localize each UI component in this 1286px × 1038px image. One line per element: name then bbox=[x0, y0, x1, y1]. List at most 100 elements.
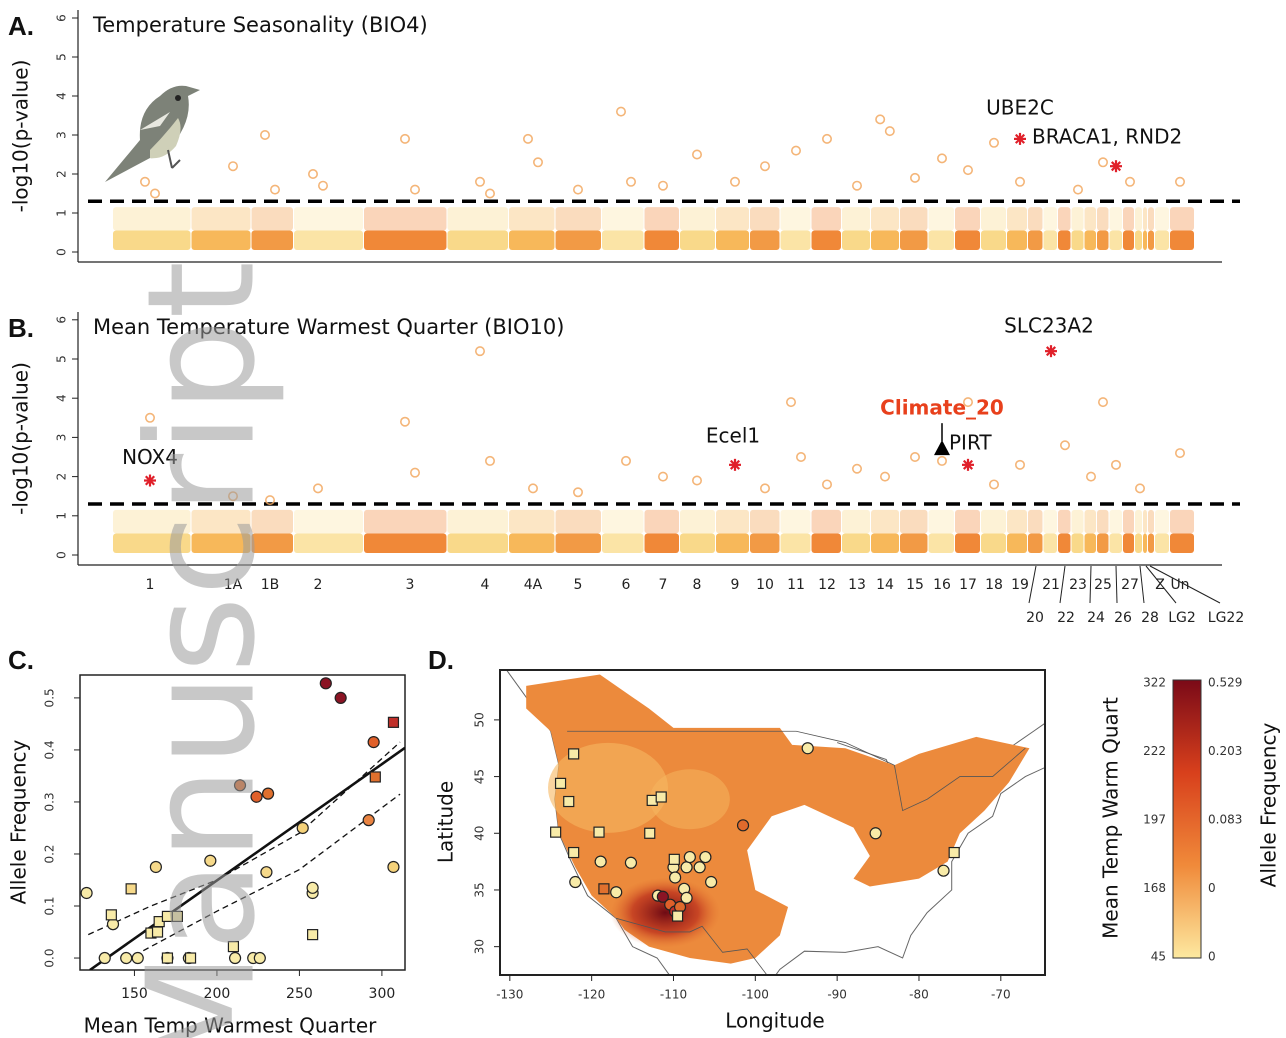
data-point bbox=[306, 881, 319, 894]
data-point bbox=[253, 951, 266, 965]
data-point bbox=[184, 952, 197, 964]
data-point bbox=[369, 771, 381, 783]
snp-point bbox=[1175, 448, 1186, 459]
y-axis-label: Allele Frequency bbox=[7, 740, 31, 905]
bird bbox=[105, 85, 200, 182]
x-tick-label: -90 bbox=[827, 988, 847, 1002]
point-cloud bbox=[955, 533, 980, 554]
point-cloud bbox=[294, 509, 363, 534]
point-cloud bbox=[644, 509, 679, 534]
snp-point bbox=[962, 397, 973, 408]
point-cloud bbox=[1058, 230, 1071, 251]
y-axis-label: Latitude bbox=[434, 781, 458, 863]
point-cloud bbox=[251, 230, 293, 251]
y-tick-label: 1 bbox=[55, 512, 69, 520]
y-tick-label: 5 bbox=[55, 53, 69, 61]
x-tick-label: 14 bbox=[876, 577, 894, 593]
point-cloud bbox=[716, 230, 749, 251]
snp-point bbox=[875, 114, 886, 125]
data-point bbox=[362, 814, 375, 827]
point-cloud bbox=[1097, 230, 1109, 251]
snp-point bbox=[409, 467, 420, 478]
point-cloud bbox=[680, 533, 715, 554]
hit-label: Ecel1 bbox=[706, 423, 760, 447]
y-tick-label: 4 bbox=[55, 92, 69, 100]
x-tick-label: 25 bbox=[1094, 577, 1112, 593]
star-ray bbox=[1045, 346, 1057, 357]
snp-point bbox=[884, 126, 895, 137]
snp-point bbox=[532, 157, 543, 168]
point-cloud bbox=[750, 533, 780, 554]
y-tick-label: 0 bbox=[55, 248, 69, 256]
point-cloud bbox=[644, 230, 679, 251]
point-cloud bbox=[1148, 230, 1154, 251]
point-cloud bbox=[364, 230, 447, 251]
snp-point bbox=[1014, 459, 1025, 470]
colorbar-title: Allele Frequency bbox=[1257, 723, 1281, 888]
hit-marker bbox=[1045, 345, 1057, 358]
border-line bbox=[567, 730, 1026, 812]
snp-point bbox=[1014, 176, 1025, 187]
point-cloud bbox=[509, 207, 555, 231]
x-tick-label: 22 bbox=[1057, 610, 1075, 626]
colorbar-label: 0.083 bbox=[1208, 813, 1242, 827]
data-point bbox=[624, 856, 638, 869]
point-cloud bbox=[842, 207, 870, 231]
y-tick-label: 3 bbox=[55, 434, 69, 442]
hit-label: BRACA1, RND2 bbox=[1032, 125, 1182, 149]
data-point bbox=[736, 819, 750, 832]
data-point bbox=[227, 940, 240, 953]
point-cloud bbox=[1097, 509, 1109, 534]
data-point bbox=[296, 821, 309, 835]
data-point bbox=[387, 716, 400, 728]
y-tick-label: 0.5 bbox=[43, 688, 57, 707]
point-cloud bbox=[294, 230, 363, 251]
point-cloud bbox=[811, 533, 841, 554]
point-cloud bbox=[928, 230, 954, 251]
point-cloud bbox=[1084, 230, 1096, 251]
plot-frame bbox=[79, 674, 406, 971]
point-cloud bbox=[1123, 230, 1134, 251]
data-point bbox=[204, 854, 217, 867]
x-tick-label: 1 bbox=[146, 577, 155, 593]
snp-point bbox=[879, 471, 890, 482]
snp-point bbox=[988, 479, 999, 490]
coastline bbox=[775, 766, 1045, 975]
panel-label: C. bbox=[8, 645, 34, 675]
y-tick-label: 3 bbox=[55, 131, 69, 139]
point-cloud bbox=[1123, 509, 1134, 534]
data-point bbox=[869, 827, 882, 840]
x-tick-label: 3 bbox=[406, 577, 415, 593]
data-point bbox=[554, 777, 567, 789]
point-cloud bbox=[1143, 533, 1147, 554]
data-point bbox=[307, 929, 319, 941]
point-cloud bbox=[750, 230, 780, 251]
point-cloud bbox=[113, 533, 191, 554]
ci-line bbox=[87, 741, 401, 936]
point-cloud bbox=[1071, 207, 1084, 231]
snp-point bbox=[572, 487, 583, 498]
point-cloud bbox=[900, 533, 928, 554]
point-cloud bbox=[1028, 533, 1043, 554]
snp-point bbox=[615, 106, 626, 117]
snp-point bbox=[474, 176, 485, 187]
point-cloud bbox=[191, 207, 251, 231]
snp-point bbox=[909, 451, 920, 462]
point-cloud bbox=[191, 533, 251, 554]
data-point bbox=[149, 860, 162, 874]
x-tick-label: 23 bbox=[1069, 577, 1087, 593]
data-point bbox=[593, 826, 605, 838]
hit-marker bbox=[1110, 160, 1122, 173]
data-point bbox=[948, 846, 960, 859]
point-cloud bbox=[1170, 533, 1194, 554]
hot-zone bbox=[610, 877, 721, 948]
point-cloud bbox=[1043, 509, 1057, 534]
hit-label: Climate_20 bbox=[880, 396, 1004, 420]
point-cloud bbox=[447, 207, 508, 231]
point-cloud bbox=[1058, 509, 1071, 534]
snp-point bbox=[409, 184, 420, 195]
hit-marker bbox=[1014, 132, 1026, 145]
data-point bbox=[683, 850, 696, 864]
point-cloud bbox=[680, 207, 715, 231]
y-tick-label: 2 bbox=[55, 170, 69, 178]
